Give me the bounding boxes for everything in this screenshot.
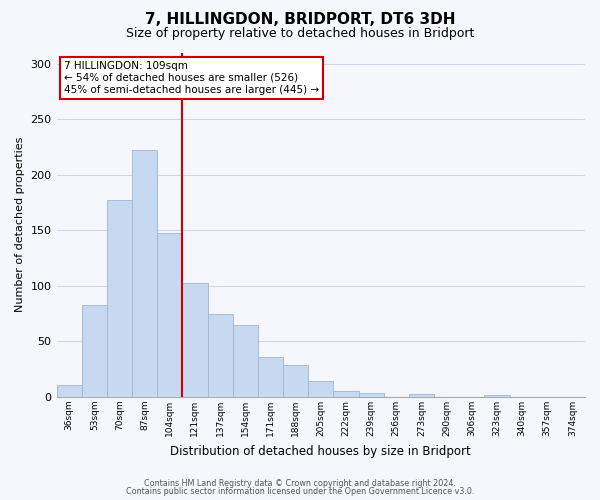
Bar bbox=[308, 382, 334, 397]
Text: Contains HM Land Registry data © Crown copyright and database right 2024.: Contains HM Land Registry data © Crown c… bbox=[144, 478, 456, 488]
Bar bbox=[107, 200, 132, 397]
Y-axis label: Number of detached properties: Number of detached properties bbox=[15, 137, 25, 312]
Bar bbox=[132, 150, 157, 397]
Text: Contains public sector information licensed under the Open Government Licence v3: Contains public sector information licen… bbox=[126, 487, 474, 496]
Bar bbox=[484, 395, 509, 397]
Bar bbox=[258, 357, 283, 397]
Bar bbox=[182, 282, 208, 397]
Bar bbox=[233, 325, 258, 397]
Bar bbox=[409, 394, 434, 397]
X-axis label: Distribution of detached houses by size in Bridport: Distribution of detached houses by size … bbox=[170, 444, 471, 458]
Bar bbox=[208, 314, 233, 397]
Bar bbox=[56, 385, 82, 397]
Text: Size of property relative to detached houses in Bridport: Size of property relative to detached ho… bbox=[126, 28, 474, 40]
Bar bbox=[82, 305, 107, 397]
Text: 7 HILLINGDON: 109sqm
← 54% of detached houses are smaller (526)
45% of semi-deta: 7 HILLINGDON: 109sqm ← 54% of detached h… bbox=[64, 62, 319, 94]
Text: 7, HILLINGDON, BRIDPORT, DT6 3DH: 7, HILLINGDON, BRIDPORT, DT6 3DH bbox=[145, 12, 455, 28]
Bar bbox=[157, 232, 182, 397]
Bar bbox=[359, 392, 383, 397]
Bar bbox=[334, 392, 359, 397]
Bar bbox=[283, 365, 308, 397]
